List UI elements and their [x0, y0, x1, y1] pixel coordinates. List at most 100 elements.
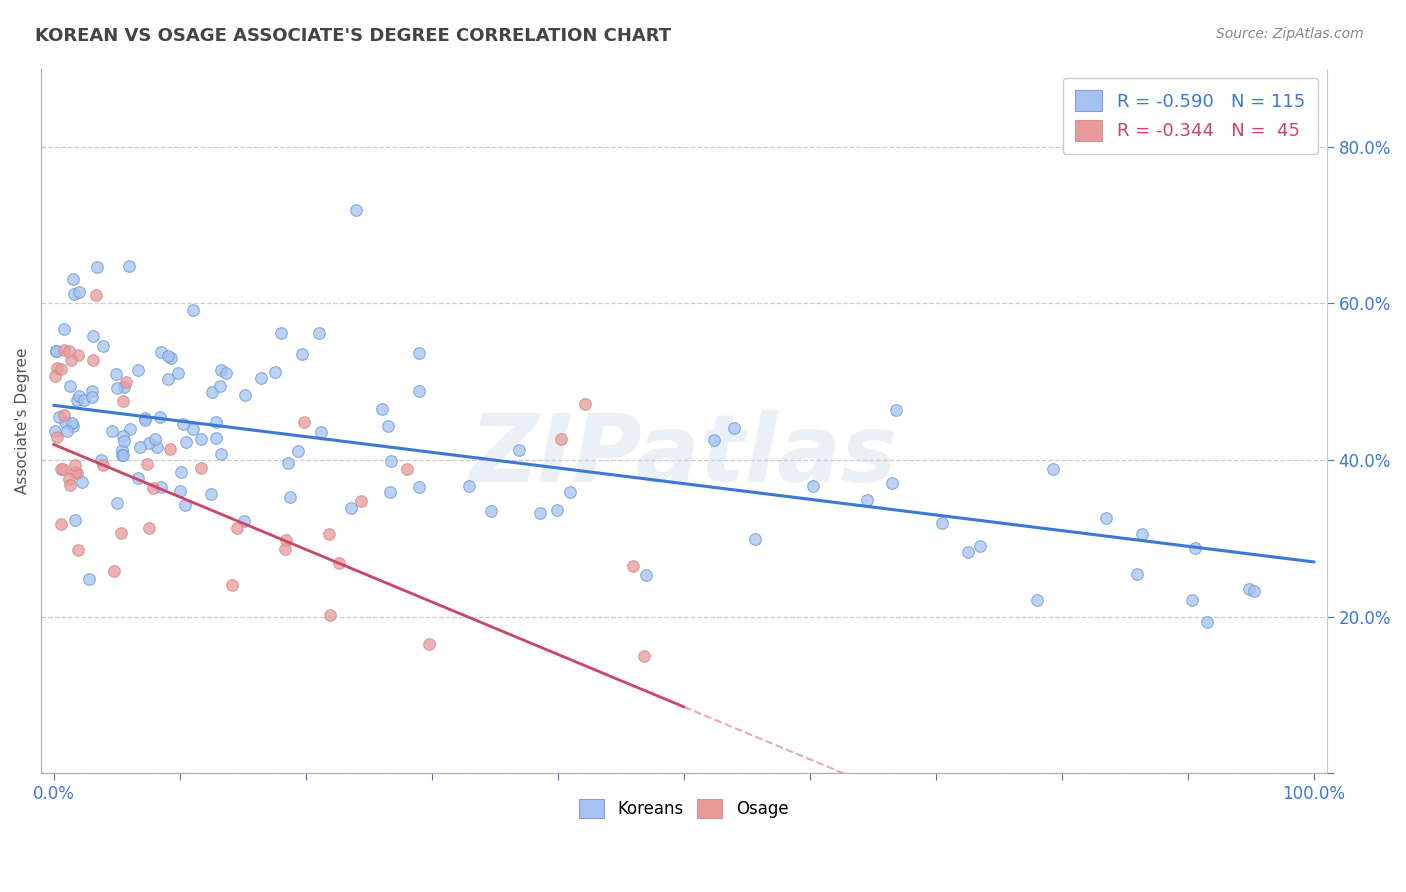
Point [408, 384, 430, 399]
Point [408, 345, 430, 359]
Text: KOREAN VS OSAGE ASSOCIATE'S DEGREE CORRELATION CHART: KOREAN VS OSAGE ASSOCIATE'S DEGREE CORRE… [35, 27, 671, 45]
Point [291, 347, 314, 361]
Point [172, 417, 194, 431]
Point [112, 394, 135, 409]
Point [274, 533, 297, 547]
Point [48, 410, 70, 425]
Point [63, 458, 86, 472]
Point [174, 434, 197, 449]
Point [1181, 593, 1204, 607]
Point [111, 449, 134, 463]
Point [1197, 615, 1219, 629]
Point [149, 345, 172, 359]
Point [60, 416, 83, 430]
Point [801, 479, 824, 493]
Point [73, 392, 96, 407]
Point [86, 260, 108, 275]
Point [134, 412, 156, 426]
Point [221, 578, 243, 592]
Point [51, 462, 73, 476]
Point [111, 428, 134, 442]
Point [105, 380, 128, 394]
Point [558, 485, 581, 500]
Point [53, 415, 76, 429]
Point [621, 558, 644, 573]
Point [111, 443, 134, 458]
Point [319, 608, 342, 623]
Point [208, 378, 231, 392]
Point [58, 343, 80, 358]
Point [159, 442, 181, 456]
Point [328, 556, 350, 570]
Point [1042, 462, 1064, 476]
Point [59, 478, 82, 492]
Point [636, 567, 658, 582]
Point [633, 649, 655, 664]
Point [56, 424, 79, 438]
Point [233, 514, 256, 528]
Point [82, 329, 104, 343]
Point [190, 461, 212, 475]
Point [70, 475, 93, 489]
Point [481, 504, 503, 518]
Point [53, 408, 76, 422]
Point [62, 418, 84, 433]
Point [418, 637, 440, 651]
Point [884, 402, 907, 417]
Point [112, 434, 135, 449]
Point [744, 533, 766, 547]
Point [67, 543, 90, 558]
Point [292, 415, 315, 429]
Point [1126, 567, 1149, 582]
Point [174, 498, 197, 512]
Point [170, 465, 193, 479]
Text: Source: ZipAtlas.com: Source: ZipAtlas.com [1216, 27, 1364, 41]
Point [150, 479, 173, 493]
Point [233, 388, 256, 402]
Point [508, 443, 530, 458]
Point [128, 441, 150, 455]
Point [110, 526, 132, 541]
Point [270, 326, 292, 340]
Point [318, 526, 340, 541]
Point [263, 365, 285, 379]
Point [44, 425, 66, 439]
Point [118, 259, 141, 273]
Point [574, 397, 596, 411]
Point [550, 432, 572, 446]
Point [112, 380, 135, 394]
Point [856, 493, 879, 508]
Point [138, 436, 160, 450]
Point [1237, 582, 1260, 596]
Point [63, 513, 86, 527]
Point [287, 444, 309, 458]
Point [1132, 527, 1154, 541]
Point [142, 481, 165, 495]
Point [134, 410, 156, 425]
Text: ZIPatlas: ZIPatlas [470, 410, 898, 502]
Point [66, 466, 89, 480]
Point [49, 517, 72, 532]
Point [529, 506, 551, 520]
Point [1243, 584, 1265, 599]
Point [969, 539, 991, 553]
Point [274, 542, 297, 557]
Point [127, 471, 149, 485]
Point [250, 371, 273, 385]
Point [160, 351, 183, 365]
Point [79, 572, 101, 586]
Point [344, 202, 367, 217]
Point [84, 287, 107, 301]
Point [156, 372, 179, 386]
Point [225, 520, 247, 534]
Point [167, 366, 190, 380]
Point [311, 425, 333, 439]
Point [546, 503, 568, 517]
Point [62, 272, 84, 286]
Point [149, 409, 172, 424]
Point [380, 454, 402, 468]
Point [136, 457, 159, 471]
Point [101, 425, 124, 439]
Point [1095, 510, 1118, 524]
Point [63, 287, 86, 301]
